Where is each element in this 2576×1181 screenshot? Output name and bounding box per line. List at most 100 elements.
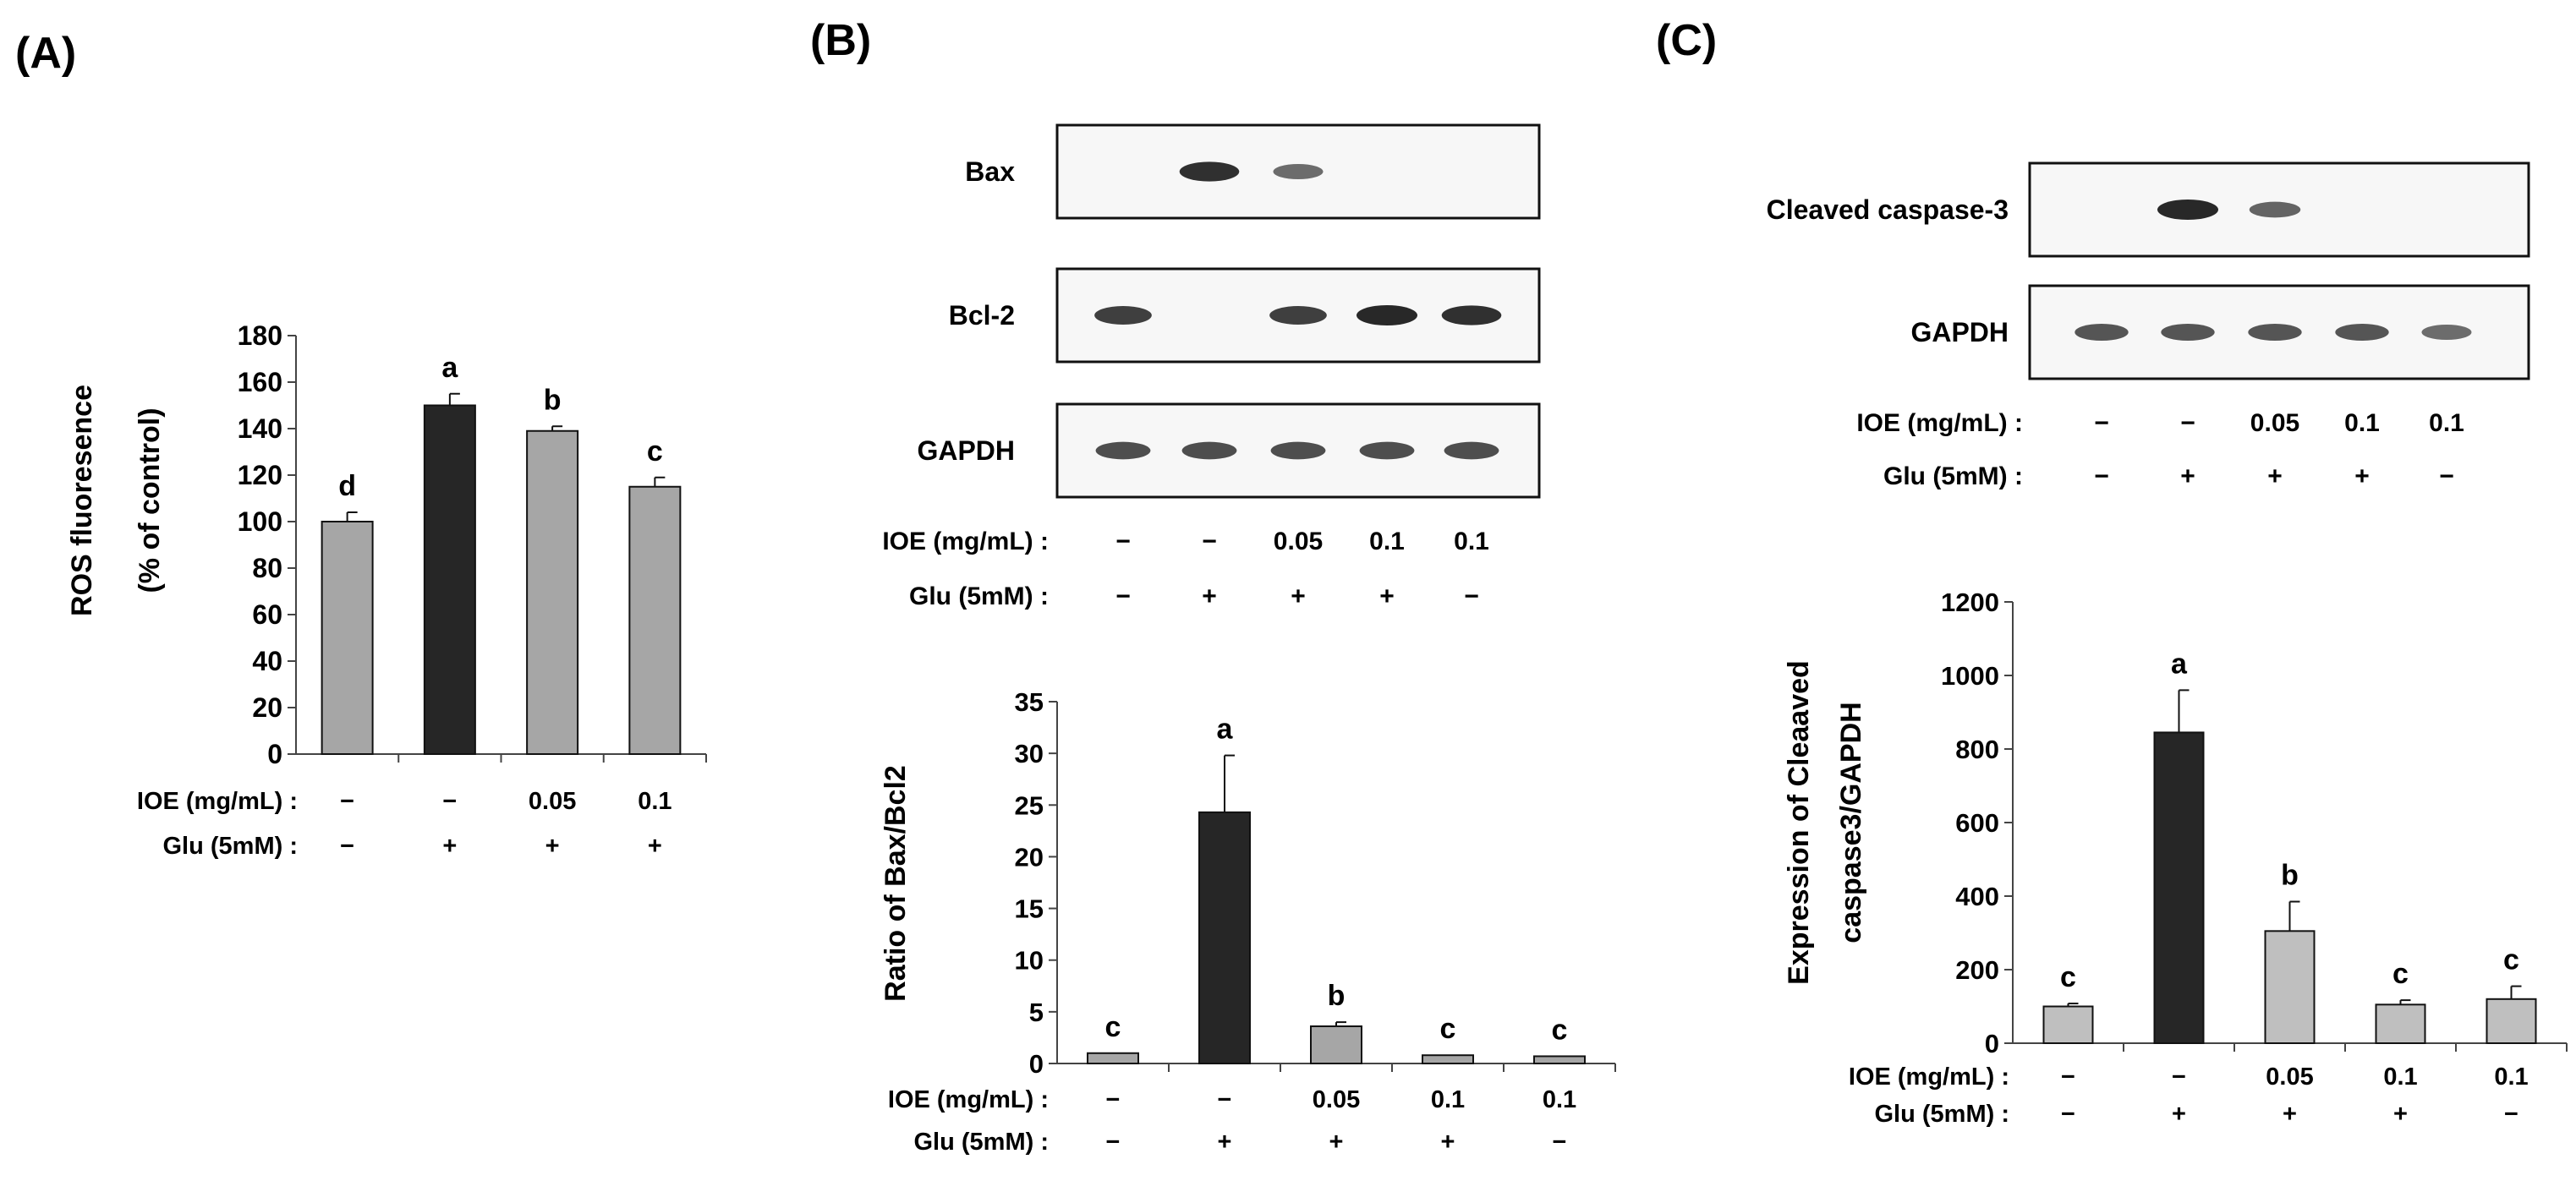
blot-label: Cleaved caspase-3 xyxy=(1767,194,2009,225)
y-tick-label: 30 xyxy=(1015,739,1044,768)
blot-band xyxy=(2249,201,2301,218)
blot-band xyxy=(2335,323,2389,342)
blot-glu-value: + xyxy=(1291,582,1306,610)
blot-label: GAPDH xyxy=(917,435,1015,466)
y-tick-label: 20 xyxy=(1015,842,1044,872)
blot-glu-value: + xyxy=(2267,462,2283,490)
blot-ioe-value: − xyxy=(2180,409,2195,437)
chart-ioe-label: IOE (mg/mL) : xyxy=(1849,1063,2009,1091)
blot-glu-value: − xyxy=(1115,582,1131,610)
blot-band xyxy=(1359,441,1415,460)
chart-glu-value: − xyxy=(1106,1129,1121,1156)
blot-ioe-value: 0.05 xyxy=(1274,528,1323,555)
bar-chart-panel-a: 0 20 40 60 80 100 120 140 160 180 ROS fluoresence (… xyxy=(66,320,707,860)
chart-glu-value: + xyxy=(2172,1101,2186,1128)
chart-glu-value: + xyxy=(1329,1129,1344,1156)
blot-band xyxy=(1095,441,1151,460)
panel-label-c: (C) xyxy=(1656,16,1717,65)
blot-glu-value: + xyxy=(2180,462,2195,490)
blot-ioe-value: − xyxy=(2094,409,2109,437)
y-axis-title: Expression of Cleaaved xyxy=(1783,660,1815,985)
chart-ioe-value: 0.1 xyxy=(638,788,671,815)
bar xyxy=(1533,1055,1586,1064)
chart-glu-value: + xyxy=(648,833,662,860)
blot-band xyxy=(1269,305,1327,325)
chart-ioe-label: IOE (mg/mL) : xyxy=(137,788,298,815)
blot-label: Bcl-2 xyxy=(949,300,1015,331)
significance-letter: b xyxy=(1328,980,1346,1012)
chart-ioe-value: 0.1 xyxy=(1543,1086,1576,1113)
bar xyxy=(1310,1025,1362,1065)
blot-band xyxy=(1444,441,1499,460)
blot-ioe-value: − xyxy=(1115,528,1131,555)
bar xyxy=(2042,1005,2094,1044)
significance-letter: c xyxy=(2392,958,2409,990)
chart-glu-label: Glu (5mM) : xyxy=(1875,1101,2010,1128)
chart-glu-value: − xyxy=(2504,1101,2518,1128)
chart-ioe-value: − xyxy=(1106,1086,1121,1113)
bar xyxy=(423,404,476,755)
blot-glu-label: Glu (5mM) : xyxy=(1883,462,2023,490)
y-tick-label: 400 xyxy=(1955,882,1999,911)
y-tick-label: 0 xyxy=(1029,1049,1044,1079)
y-axis-title: Ratio of Bax/Bcl2 xyxy=(880,765,912,1002)
chart-ioe-value: − xyxy=(2061,1063,2075,1091)
blot-band xyxy=(1441,305,1502,325)
blot-ioe-value: 0.1 xyxy=(1454,528,1489,555)
significance-letter: a xyxy=(441,352,458,384)
y-tick-label: 35 xyxy=(1015,687,1044,717)
y-axis-title: (% of control) xyxy=(134,407,166,593)
y-tick-label: 800 xyxy=(1955,735,1999,764)
y-axis-title: caspase3/GAPDH xyxy=(1835,702,1867,943)
blot-band xyxy=(1357,305,1417,325)
y-tick-label: 140 xyxy=(238,413,282,444)
blot-band xyxy=(1181,441,1237,460)
blot-band xyxy=(2248,323,2302,342)
chart-glu-value: − xyxy=(2061,1101,2075,1128)
chart-glu-label: Glu (5mM) : xyxy=(163,833,299,860)
y-tick-label: 0 xyxy=(1985,1029,1999,1058)
y-tick-label: 5 xyxy=(1029,998,1044,1027)
blot-ioe-value: 0.1 xyxy=(1369,528,1405,555)
bar xyxy=(2486,998,2537,1045)
significance-letter: c xyxy=(1440,1013,1456,1045)
y-tick-label: 20 xyxy=(252,692,282,723)
chart-glu-label: Glu (5mM) : xyxy=(914,1129,1050,1156)
blot-glu-value: + xyxy=(1379,582,1395,610)
chart-glu-value: + xyxy=(1441,1129,1455,1156)
chart-glu-value: + xyxy=(442,833,457,860)
y-tick-label: 180 xyxy=(238,320,282,351)
y-tick-label: 60 xyxy=(252,599,282,630)
bar xyxy=(1198,811,1251,1064)
chart-glu-value: − xyxy=(340,833,354,860)
chart-ioe-value: 0.1 xyxy=(2494,1063,2528,1091)
significance-letter: b xyxy=(2281,860,2299,892)
blot-ioe-value: 0.1 xyxy=(2429,409,2464,437)
y-tick-label: 600 xyxy=(1955,808,1999,838)
y-tick-label: 120 xyxy=(238,460,282,490)
significance-letter: c xyxy=(2503,944,2519,976)
y-tick-label: 10 xyxy=(1015,946,1044,976)
blot-band xyxy=(1094,305,1152,325)
blot-glu-value: − xyxy=(2439,462,2454,490)
panel-label-b: (B) xyxy=(810,16,871,65)
y-tick-label: 15 xyxy=(1015,894,1044,924)
chart-glu-value: + xyxy=(2283,1101,2297,1128)
y-tick-label: 1000 xyxy=(1941,661,1999,691)
panel-label-a: (A) xyxy=(15,29,76,78)
bar xyxy=(628,485,682,755)
bar-chart-panel-c: 0 200 400 600 800 1000 1200 Expression of Cleaa… xyxy=(1783,588,2568,1128)
y-tick-label: 160 xyxy=(238,367,282,397)
blot-glu-label: Glu (5mM) : xyxy=(909,582,1049,610)
blot-band xyxy=(1270,441,1326,460)
bar xyxy=(2153,731,2205,1044)
chart-ioe-value: 0.05 xyxy=(529,788,576,815)
y-tick-label: 0 xyxy=(267,739,282,769)
blot-ioe-label: IOE (mg/mL) : xyxy=(1856,409,2023,437)
chart-ioe-value: − xyxy=(340,788,354,815)
blot-ioe-label: IOE (mg/mL) : xyxy=(882,528,1049,555)
significance-letter: d xyxy=(338,470,356,502)
blot-glu-value: − xyxy=(2094,462,2109,490)
